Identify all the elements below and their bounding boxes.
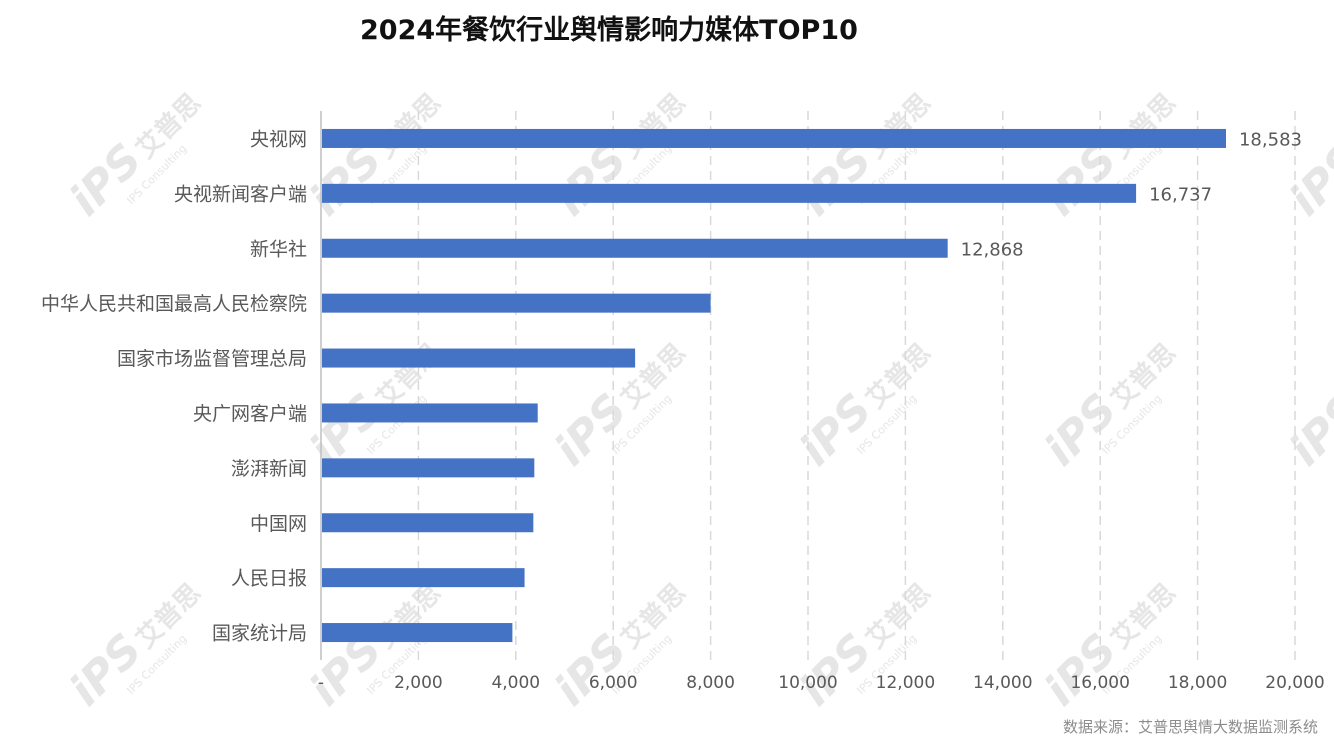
x-tick-label: 16,000 [1070,673,1129,693]
data-label: 18,583 [1239,129,1302,150]
category-label: 人民日报 [231,568,307,590]
bar [322,513,534,533]
bar [322,458,535,478]
bar [322,348,636,368]
source-note: 数据来源：艾普思舆情大数据监测系统 [1062,718,1318,736]
data-label: 12,868 [961,239,1024,260]
x-tick-label: 8,000 [686,673,735,693]
bar [322,403,538,423]
x-tick-label: 6,000 [589,673,638,693]
bar [322,568,525,588]
category-label: 国家统计局 [212,623,307,645]
x-tick-label: 20,000 [1265,673,1324,693]
category-label: 中华人民共和国最高人民检察院 [41,293,307,315]
category-label: 央广网客户端 [193,403,307,425]
category-label: 中国网 [250,513,307,535]
bar [322,183,1137,203]
chart-title: 2024年餐饮行业舆情影响力媒体TOP10 [360,15,858,46]
bar [322,293,711,313]
category-label: 央视新闻客户端 [174,183,307,205]
x-tick-label: 4,000 [491,673,540,693]
x-tick-label: 18,000 [1168,673,1227,693]
x-tick-label: 2,000 [394,673,443,693]
x-tick-label: 12,000 [876,673,935,693]
bar [322,623,513,643]
bar [322,128,1226,148]
x-tick-label: - [318,673,324,693]
bar [322,238,948,258]
category-label: 澎湃新闻 [231,458,307,480]
category-label: 新华社 [250,238,307,260]
data-label: 16,737 [1149,184,1212,205]
category-label: 央视网 [250,128,307,150]
x-tick-label: 14,000 [973,673,1032,693]
category-label: 国家市场监督管理总局 [117,348,307,370]
x-tick-label: 10,000 [778,673,837,693]
